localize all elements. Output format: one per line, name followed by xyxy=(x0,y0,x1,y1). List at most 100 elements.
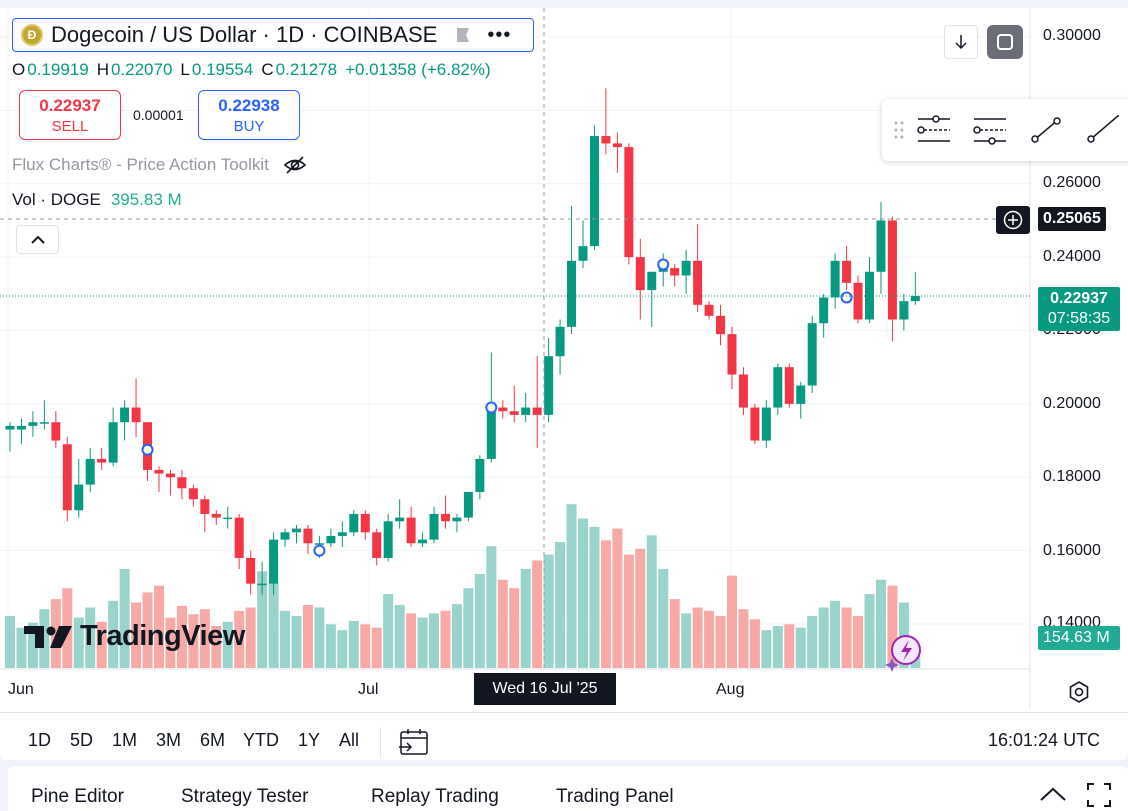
chart-settings-icon[interactable] xyxy=(1067,680,1091,704)
candle-body xyxy=(234,517,244,558)
volume-bar xyxy=(566,504,577,668)
candle-body xyxy=(165,473,175,478)
ray-tool[interactable] xyxy=(1074,110,1128,150)
volume-bar xyxy=(108,600,119,668)
indicator-legend[interactable]: Flux Charts® - Price Action Toolkit xyxy=(12,155,307,175)
range-button[interactable]: 1Y xyxy=(298,730,321,750)
drawing-toolbar[interactable] xyxy=(882,99,1128,161)
chart-panel[interactable]: Ð Dogecoin / US Dollar · 1D · COINBASE •… xyxy=(0,8,1128,760)
caret-up-icon[interactable] xyxy=(1038,784,1068,804)
range-button[interactable]: All xyxy=(339,730,360,750)
volume-bar xyxy=(176,605,187,668)
maximize-icon[interactable] xyxy=(1086,782,1112,808)
volume-bar xyxy=(681,613,692,668)
more-icon[interactable]: ••• xyxy=(487,24,512,46)
range-button[interactable]: 6M xyxy=(200,730,226,750)
candle-body xyxy=(784,367,794,404)
range-divider xyxy=(380,727,381,757)
calendar-goto-icon[interactable] xyxy=(398,727,430,757)
candle-body xyxy=(383,521,393,558)
candle-body xyxy=(360,513,370,533)
volume-bar xyxy=(291,615,302,668)
signal-marker xyxy=(657,258,670,271)
volume-bar xyxy=(5,615,15,668)
candle-body xyxy=(200,499,210,514)
grid-lines xyxy=(0,8,1031,708)
volume-bar xyxy=(853,615,864,668)
volume-bar xyxy=(738,609,749,668)
volume-bar xyxy=(589,526,600,668)
volume-bar xyxy=(429,613,440,668)
volume-bar xyxy=(440,610,451,668)
candle-body xyxy=(532,407,542,415)
close-value: 0.21278 xyxy=(275,60,338,79)
drag-handle-icon[interactable] xyxy=(892,119,906,141)
candle-body xyxy=(842,260,852,283)
range-button[interactable]: 1M xyxy=(112,730,138,750)
volume-legend[interactable]: Vol · DOGE 395.83 M xyxy=(12,190,182,210)
candle-body xyxy=(188,488,198,500)
volume-bar xyxy=(841,607,852,668)
range-button[interactable]: 1D xyxy=(28,730,52,750)
signal-marker xyxy=(313,544,326,557)
candle-body xyxy=(578,246,588,261)
object-tree-button[interactable] xyxy=(987,25,1023,59)
candle-body xyxy=(131,407,141,423)
price-axis-label: 0.30000 xyxy=(1043,27,1101,44)
bottom-tab[interactable]: Trading Panel xyxy=(556,786,674,807)
add-alert-button[interactable] xyxy=(996,206,1030,234)
volume-bar xyxy=(497,579,508,668)
flag-icon[interactable] xyxy=(455,27,471,43)
volume-bar xyxy=(887,585,898,668)
time-axis-label: Jul xyxy=(358,681,379,698)
signal-marker xyxy=(840,291,853,304)
sell-button[interactable]: 0.22937 SELL xyxy=(19,90,121,140)
volume-bar xyxy=(635,548,646,668)
range-button[interactable]: 5D xyxy=(70,730,94,750)
tradingview-logo[interactable]: TradingView xyxy=(22,620,245,653)
candle-body xyxy=(406,517,416,544)
volume-bar xyxy=(360,624,371,668)
candle-body xyxy=(429,513,439,540)
candle-body xyxy=(865,271,874,320)
long-position-tool[interactable] xyxy=(906,110,962,150)
crosshair xyxy=(0,8,1030,669)
eye-off-icon[interactable] xyxy=(283,155,307,175)
short-position-tool[interactable] xyxy=(962,110,1018,150)
volume-bar xyxy=(726,575,737,668)
bottom-tab[interactable]: Replay Trading xyxy=(371,786,499,807)
bottom-tab[interactable]: Strategy Tester xyxy=(181,786,309,807)
volume-bar xyxy=(692,607,703,668)
high-label: H xyxy=(96,60,109,79)
scroll-down-button[interactable] xyxy=(944,25,978,59)
candle-body xyxy=(62,444,72,511)
candle-body xyxy=(727,334,737,375)
range-button[interactable]: YTD xyxy=(243,730,279,750)
symbol-header[interactable]: Ð Dogecoin / US Dollar · 1D · COINBASE •… xyxy=(12,18,534,52)
buy-button[interactable]: 0.22938 BUY xyxy=(198,90,300,140)
volume-bar xyxy=(394,605,405,668)
price-chart[interactable] xyxy=(0,8,1128,760)
utc-clock[interactable]: 16:01:24 UTC xyxy=(988,730,1101,750)
range-button[interactable]: 3M xyxy=(156,730,182,750)
volume-bar xyxy=(73,617,84,668)
collapse-legend-button[interactable] xyxy=(16,225,59,254)
volume-price-label: 154.63 M xyxy=(1038,626,1120,650)
candle-body xyxy=(349,513,359,533)
volume-bar xyxy=(234,610,245,668)
volume-bar xyxy=(669,599,680,668)
assistant-sparkle-icon[interactable] xyxy=(884,632,924,672)
trend-line-icon xyxy=(1031,117,1061,143)
volume-bar xyxy=(188,614,199,668)
volume-bar xyxy=(280,610,291,668)
volume-bar xyxy=(314,607,325,668)
symbol-title[interactable]: Dogecoin / US Dollar · 1D · COINBASE xyxy=(51,22,438,47)
volume-label: Vol · DOGE xyxy=(12,190,101,209)
candle-body xyxy=(337,532,347,536)
trend-line-tool[interactable] xyxy=(1018,110,1074,150)
indicator-name[interactable]: Flux Charts® - Price Action Toolkit xyxy=(12,155,269,174)
candle-body xyxy=(807,323,817,386)
bottom-tab[interactable]: Pine Editor xyxy=(31,786,124,807)
candle-body xyxy=(624,147,634,258)
crosshair-price-label: 0.25065 xyxy=(1038,207,1106,231)
